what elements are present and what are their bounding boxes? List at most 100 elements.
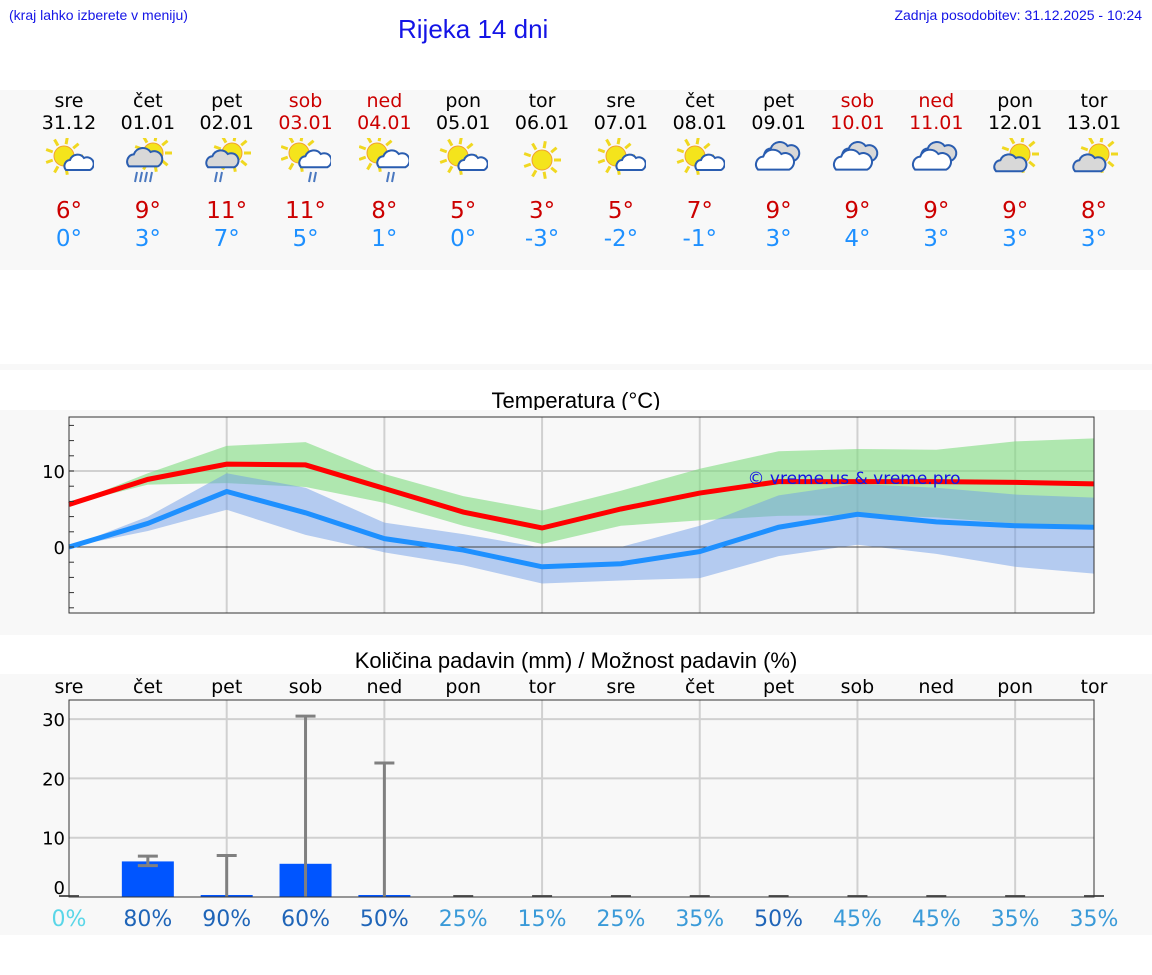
precip-probability: 45%: [912, 907, 961, 932]
sun-cloud-heavy-rain-icon: [126, 138, 172, 183]
sun-cloud-light-rain-icon: [359, 138, 410, 183]
sun-cloud-rain-icon: [205, 138, 251, 183]
precip-day-label: sre: [606, 676, 635, 698]
day-name: tor: [528, 90, 556, 112]
temp-min: 7°: [213, 226, 240, 252]
sun-cloud-icon: [439, 138, 489, 175]
day-name: ned: [918, 90, 955, 112]
temp-max: 9°: [1002, 198, 1029, 224]
day-name: pet: [763, 90, 795, 112]
precip-day-label: pon: [997, 676, 1033, 698]
day-date: 04.01: [357, 112, 412, 134]
temp-min: 3°: [1002, 226, 1029, 252]
day-name: pet: [211, 90, 243, 112]
day-date: 13.01: [1066, 112, 1122, 134]
day-forecast: sob 10.01 9° 4°: [817, 90, 897, 270]
day-name: sre: [606, 90, 636, 112]
day-name: pon: [445, 90, 482, 112]
temp-min: 1°: [371, 226, 398, 252]
day-name: sob: [288, 90, 323, 112]
day-name: čet: [133, 90, 163, 112]
precip-day-label: čet: [685, 676, 715, 698]
temp-max: 9°: [134, 198, 161, 224]
day-name: tor: [1080, 90, 1108, 112]
svg-text:10: 10: [42, 462, 65, 483]
day-forecast: pet 09.01 9° 3°: [739, 90, 819, 270]
precip-probability: 90%: [202, 907, 251, 932]
precip-day-label: tor: [1081, 676, 1108, 698]
day-date: 05.01: [436, 112, 491, 134]
temp-max: 8°: [1080, 198, 1108, 224]
precip-probability: 50%: [360, 907, 409, 932]
temp-min: 0°: [55, 226, 83, 252]
separator: [0, 364, 1152, 370]
svg-text:10: 10: [42, 829, 65, 850]
precip-day-label: pet: [763, 676, 794, 698]
temp-max: 6°: [55, 198, 83, 224]
precip-probability: 45%: [833, 907, 882, 932]
day-forecast: čet 01.01 9° 3°: [108, 90, 188, 270]
precipitation-chart-bg: [0, 674, 1152, 935]
overcast-icon: [833, 141, 879, 171]
day-name: čet: [684, 90, 715, 112]
day-forecast: pet 02.01 11° 7°: [187, 90, 267, 270]
precip-day-label: tor: [529, 676, 556, 698]
day-forecast: tor 06.01 3° -3°: [502, 90, 582, 270]
location-hint: (kraj lahko izberete v meniju): [9, 7, 188, 23]
day-forecast: sob 03.01 11° 5°: [266, 90, 346, 270]
day-name: sre: [54, 90, 84, 112]
sun-cloud-icon: [676, 138, 725, 175]
precip-day-label: ned: [918, 676, 954, 698]
cloud-sun-icon: [1072, 138, 1118, 173]
temp-max: 8°: [371, 198, 398, 224]
overcast-icon: [754, 141, 800, 171]
day-date: 08.01: [672, 112, 727, 134]
day-forecast: tor 13.01 8° 3°: [1054, 90, 1134, 270]
precip-day-label: čet: [133, 676, 163, 698]
svg-text:0: 0: [54, 538, 65, 559]
precip-day-label: sob: [289, 676, 323, 698]
day-name: pon: [997, 90, 1033, 112]
precip-day-label: pet: [211, 676, 242, 698]
day-name: sob: [840, 90, 875, 112]
forecast-strip: sre 31.12 6° 0° čet 01.01 9° 3° pet 02.01 11° 7° sob…: [0, 90, 1152, 270]
temp-max: 7°: [686, 198, 713, 224]
temp-min: -3°: [524, 226, 560, 252]
day-date: 03.01: [278, 112, 333, 134]
day-date: 31.12: [41, 112, 97, 134]
day-date: 11.01: [909, 112, 964, 134]
day-forecast: sre 07.01 5° -2°: [581, 90, 661, 270]
temp-min: 5°: [292, 226, 319, 252]
overcast-icon: [912, 141, 958, 171]
temp-min: 4°: [844, 226, 871, 252]
precip-probability: 25%: [596, 907, 645, 932]
temp-max: 9°: [923, 198, 950, 224]
day-date: 06.01: [514, 112, 570, 134]
page-title: Rijeka 14 dni: [398, 14, 549, 44]
day-forecast: čet 08.01 7° -1°: [660, 90, 740, 270]
precip-probability: 0%: [52, 907, 87, 932]
svg-text:0: 0: [54, 878, 65, 899]
precip-day-label: ned: [366, 676, 402, 698]
precip-probability: 35%: [1070, 907, 1119, 932]
precip-probability: 25%: [439, 907, 488, 932]
temp-max: 5°: [450, 198, 477, 224]
day-date: 07.01: [593, 112, 649, 134]
precip-probability: 35%: [991, 907, 1040, 932]
day-forecast: pon 05.01 5° 0°: [423, 90, 503, 270]
temp-max: 9°: [765, 198, 792, 224]
svg-text:30: 30: [42, 710, 65, 731]
day-forecast: ned 04.01 8° 1°: [344, 90, 424, 270]
watermark: © vreme.us & vreme.pro: [747, 469, 960, 489]
day-name: ned: [366, 90, 403, 112]
temp-min: 3°: [134, 226, 161, 252]
temp-min: -2°: [603, 226, 639, 252]
sun-cloud-icon: [45, 138, 94, 175]
temp-min: 3°: [765, 226, 792, 252]
day-date: 01.01: [120, 112, 176, 134]
precipitation-chart-title: Količina padavin (mm) / Možnost padavin …: [354, 648, 798, 673]
precip-day-label: pon: [445, 676, 481, 698]
day-date: 09.01: [751, 112, 806, 134]
